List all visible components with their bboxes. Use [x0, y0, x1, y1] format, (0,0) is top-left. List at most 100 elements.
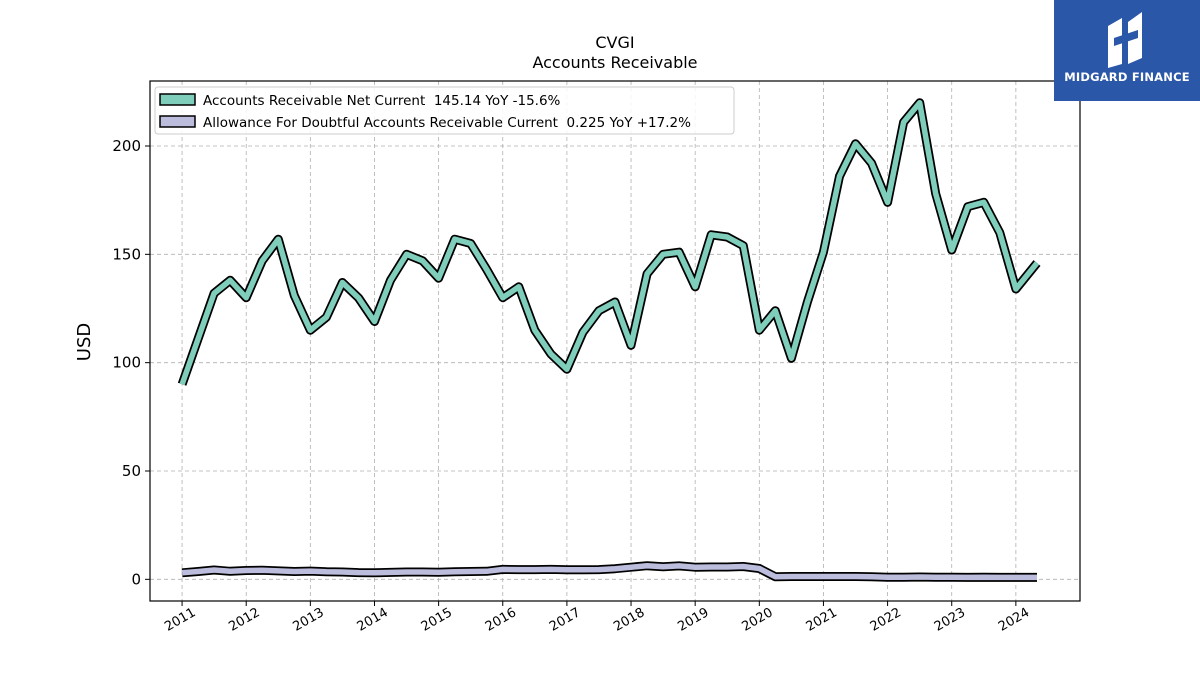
series-0-point	[821, 250, 826, 255]
series-1-point	[805, 574, 810, 579]
x-tick-label: 2023	[932, 605, 968, 635]
series-1-point	[580, 567, 585, 572]
logo-brand-text: MIDGARD FINANCE	[1064, 70, 1190, 84]
series-0-point	[933, 191, 938, 196]
series-1-point	[388, 570, 393, 575]
series-1-point	[917, 575, 922, 580]
series-0-point	[661, 252, 666, 257]
series-1-point	[276, 568, 281, 573]
series-1-point	[789, 574, 794, 579]
series-1-point	[709, 565, 714, 570]
y-tick-label: 50	[122, 462, 141, 480]
series-0-point	[580, 330, 585, 335]
series-1-point	[452, 569, 457, 574]
series-1-point	[821, 574, 826, 579]
legend-entry-0: Accounts Receivable Net Current 145.14 Y…	[203, 93, 561, 109]
x-tick-label: 2013	[291, 605, 327, 635]
series-1-point	[949, 575, 954, 580]
series-1-point	[613, 566, 618, 571]
x-tick-label: 2011	[162, 605, 198, 635]
series-1-point	[404, 570, 409, 575]
series-0-point	[629, 343, 634, 348]
series-1-point	[837, 574, 842, 579]
series-1-point	[436, 570, 441, 575]
series-0-point	[180, 382, 185, 387]
series-1-point	[629, 565, 634, 570]
series-line-1	[181, 562, 1037, 581]
legend-entry-1: Allowance For Doubtful Accounts Receivab…	[203, 115, 691, 131]
series-0-point	[484, 267, 489, 272]
x-tick-label: 2015	[419, 605, 455, 635]
series-0-point	[805, 300, 810, 305]
series-1-point	[196, 569, 201, 574]
chart-title: CVGI	[595, 33, 634, 52]
x-tick-label: 2017	[547, 605, 583, 635]
series-lines	[177, 98, 1041, 582]
series-1-point	[981, 575, 986, 580]
legend-swatch-1	[159, 115, 196, 128]
y-tick-label: 0	[131, 570, 141, 588]
series-1-point	[933, 575, 938, 580]
series-0-point	[420, 258, 425, 263]
series-1-point	[532, 567, 537, 572]
x-ticks: 2011 2012 2013 2014 2015 2016 2017 2018 2019 2020…	[162, 601, 1032, 635]
series-0-point	[324, 315, 329, 320]
series-0-point	[1013, 287, 1018, 292]
x-tick-label: 2016	[483, 605, 519, 635]
series-1-point	[677, 563, 682, 568]
series-1-point	[757, 566, 762, 571]
series-0-point	[500, 295, 505, 300]
series-1-point	[597, 567, 602, 572]
series-0-point	[468, 241, 473, 246]
series-0-point	[1035, 261, 1040, 266]
series-1-point	[901, 575, 906, 580]
series-0-point	[997, 230, 1002, 235]
series-1-point	[324, 569, 329, 574]
series-1-point	[484, 569, 489, 574]
x-tick-label: 2022	[868, 605, 904, 635]
y-tick-label: 200	[112, 137, 141, 155]
series-0-point	[564, 367, 569, 372]
series-1-point	[1035, 575, 1040, 580]
series-0-point	[741, 243, 746, 248]
series-0-point	[885, 200, 890, 205]
series-1-point	[661, 564, 666, 569]
series-0-point	[276, 237, 281, 242]
series-1-point	[773, 574, 778, 579]
series-1-point	[869, 574, 874, 579]
series-0-point	[436, 276, 441, 281]
series-0-point	[212, 291, 217, 296]
x-tick-label: 2021	[804, 605, 840, 635]
x-tick-label: 2019	[675, 605, 711, 635]
y-tick-label: 150	[112, 245, 141, 263]
series-1-point	[500, 567, 505, 572]
series-0-point	[196, 336, 201, 341]
series-0-point	[901, 120, 906, 125]
series-1-point	[1013, 575, 1018, 580]
series-0-point	[869, 161, 874, 166]
series-1-point	[853, 574, 858, 579]
x-tick-label: 2020	[739, 605, 775, 635]
y-axis-label: USD	[74, 323, 95, 361]
series-0-point	[917, 100, 922, 105]
series-1-point	[564, 567, 569, 572]
x-tick-label: 2018	[611, 605, 647, 635]
series-1-point	[468, 569, 473, 574]
series-0-point	[789, 356, 794, 361]
series-1-point	[260, 568, 265, 573]
series-0-point	[340, 280, 345, 285]
brand-logo: MIDGARD FINANCE	[1054, 0, 1200, 101]
series-1-point	[244, 568, 249, 573]
series-0-point	[356, 295, 361, 300]
series-0-point	[548, 352, 553, 357]
series-0-point	[597, 308, 602, 313]
grid	[150, 81, 1080, 601]
x-tick-label: 2024	[996, 605, 1032, 635]
series-1-point	[965, 575, 970, 580]
series-1-point	[308, 569, 313, 574]
series-0-point	[244, 295, 249, 300]
series-0-point	[725, 235, 730, 240]
series-1-point	[725, 565, 730, 570]
series-1-point	[180, 570, 185, 575]
